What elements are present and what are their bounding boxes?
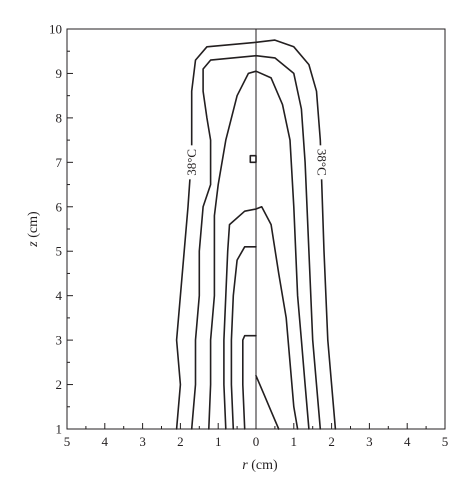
x-tick-label: 3 [139, 434, 146, 449]
contour-line-4 [223, 206, 299, 430]
annotation-background [314, 145, 331, 180]
contour-line-1 [175, 39, 337, 430]
contour-line-5 [230, 246, 257, 430]
x-tick-label: 4 [102, 434, 109, 449]
contour-line-2 [190, 54, 322, 430]
annotation-label: 38°C [315, 149, 330, 176]
contour-line-3 [208, 70, 310, 430]
x-tick-label: 0 [253, 434, 260, 449]
y-tick-label: 8 [56, 110, 63, 125]
contour-lines [175, 39, 337, 430]
x-tick-label: 1 [215, 434, 222, 449]
y-tick-label: 3 [56, 333, 63, 348]
x-axis-ticks: 5 4 3 2 1 0 1 2 3 4 5 [64, 423, 449, 449]
y-axis-label: z (cm) [26, 211, 41, 248]
x-tick-label: 2 [328, 434, 335, 449]
contour-annotation: 38°C [183, 145, 200, 180]
y-axis-ticks: 1 2 3 4 5 6 7 8 9 10 [49, 22, 73, 437]
y-tick-label: 1 [56, 422, 63, 437]
x-tick-label: 5 [64, 434, 71, 449]
x-axis-label: r (cm) [242, 458, 278, 473]
x-tick-label: 3 [366, 434, 373, 449]
y-tick-label: 2 [56, 377, 63, 392]
contour-annotation: 38°C [314, 145, 331, 180]
y-tick-label: 5 [56, 244, 63, 259]
contour-line-7 [255, 374, 280, 430]
x-tick-label: 5 [442, 434, 449, 449]
x-tick-label: 2 [177, 434, 184, 449]
x-tick-label: 4 [404, 434, 411, 449]
annotation-background [183, 145, 200, 180]
contour-line-6 [242, 334, 257, 430]
y-tick-label: 6 [56, 199, 63, 214]
y-tick-label: 9 [56, 66, 63, 81]
annotation-label: 38°C [184, 149, 199, 176]
y-tick-label: 4 [56, 288, 63, 303]
y-tick-label: 10 [49, 22, 62, 37]
contour-line-8 [249, 154, 257, 164]
annotations: 38°C 38°C [183, 145, 331, 180]
y-tick-label: 7 [56, 155, 63, 170]
x-tick-label: 1 [291, 434, 298, 449]
